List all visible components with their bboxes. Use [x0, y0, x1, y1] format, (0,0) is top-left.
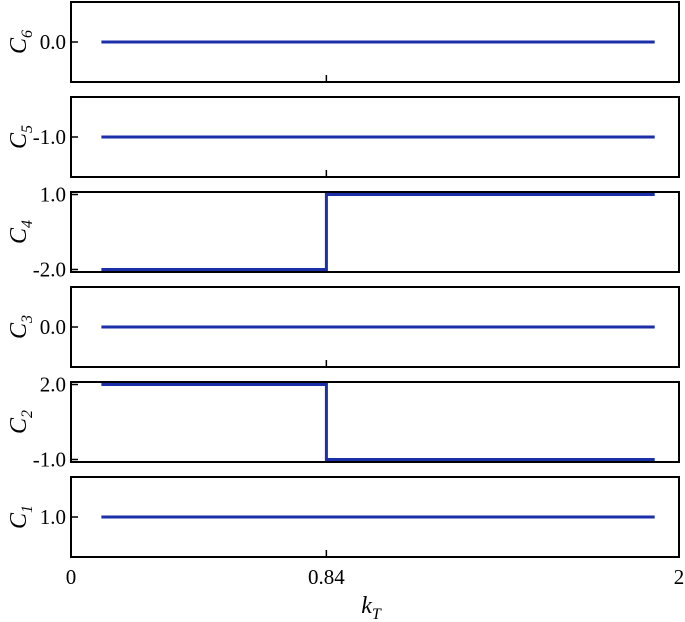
x-tick-label-2: 2	[674, 565, 685, 589]
x-tick-label-0: 0	[66, 565, 77, 589]
y-tick-label-1-0: -1.0	[33, 125, 66, 149]
panel-frame-4	[70, 381, 680, 463]
panel-ylabel-0: C6	[6, 30, 36, 54]
panel-ylabel-4: C2	[6, 410, 36, 434]
y-tick-label-2-1: -2.0	[33, 258, 66, 282]
panel-ylabel-1: C5	[6, 125, 36, 149]
series-line-2-0	[101, 193, 655, 271]
x-tick-label-1: 0.84	[308, 565, 345, 589]
y-tick-label-0-0: 0.0	[40, 30, 66, 54]
x-axis-title: kT	[361, 593, 382, 622]
y-tick-label-5-0: 1.0	[40, 505, 66, 529]
panel-ylabel-2: C4	[6, 220, 36, 244]
y-tick-label-2-0: 1.0	[40, 183, 66, 207]
y-tick-label-4-0: 2.0	[40, 373, 66, 397]
panel-frame-2	[70, 191, 680, 273]
panel-ylabel-5: C1	[6, 505, 36, 529]
series-line-4-0	[101, 383, 655, 461]
y-tick-label-3-0: 0.0	[40, 315, 66, 339]
y-tick-label-4-1: -1.0	[33, 448, 66, 472]
panel-ylabel-3: C3	[6, 315, 36, 339]
